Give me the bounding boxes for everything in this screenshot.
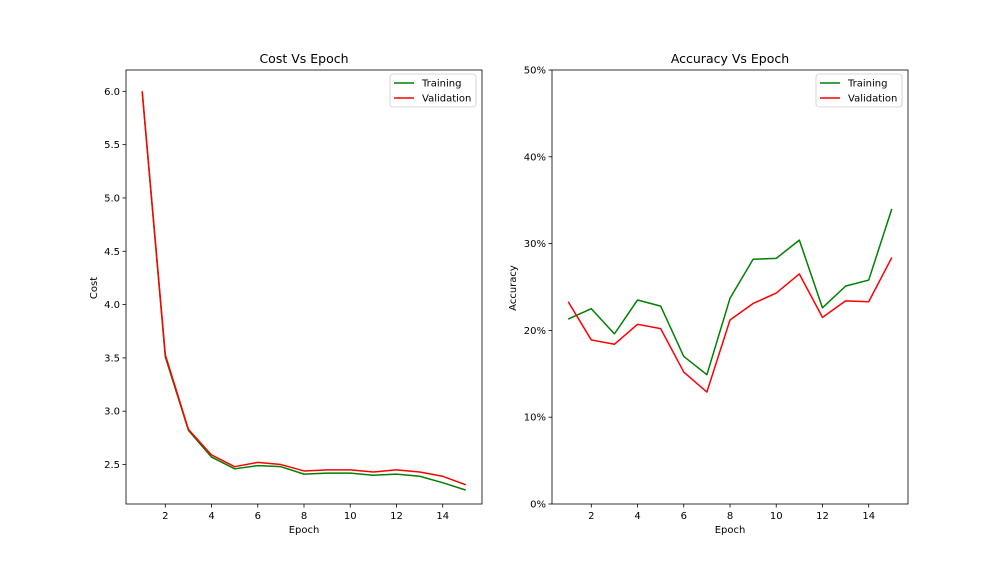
x-tick-label: 14 bbox=[436, 511, 449, 522]
x-tick-label: 10 bbox=[770, 511, 783, 522]
y-tick-label: 3.5 bbox=[104, 353, 120, 364]
series-line-training bbox=[567, 208, 893, 376]
plot-frame bbox=[551, 69, 909, 505]
legend-label-validation: Validation bbox=[422, 94, 471, 105]
x-tick-label: 6 bbox=[681, 511, 687, 522]
legend-label-validation: Validation bbox=[848, 94, 897, 105]
x-axis-label: Epoch bbox=[715, 525, 746, 536]
y-tick-label: 40% bbox=[524, 152, 546, 163]
series-line-validation bbox=[567, 257, 893, 393]
y-tick-label: 4.0 bbox=[104, 300, 120, 311]
y-tick-label: 5.0 bbox=[104, 193, 120, 204]
x-axis-label: Epoch bbox=[289, 525, 320, 536]
x-tick-label: 12 bbox=[816, 511, 829, 522]
legend-label-training: Training bbox=[847, 79, 887, 90]
x-tick-label: 8 bbox=[727, 511, 733, 522]
x-tick-label: 12 bbox=[390, 511, 403, 522]
y-axis-label: Cost bbox=[89, 277, 100, 299]
series-layer bbox=[141, 91, 467, 491]
y-tick-label: 3.0 bbox=[104, 407, 120, 418]
y-tick-label: 0% bbox=[530, 500, 546, 511]
series-line-validation bbox=[141, 91, 467, 486]
legend: Training Validation bbox=[815, 73, 903, 108]
series-line-training bbox=[141, 91, 467, 491]
x-tick-label: 8 bbox=[301, 511, 307, 522]
y-tick-label: 20% bbox=[524, 326, 546, 337]
legend: Training Validation bbox=[389, 73, 477, 108]
y-tick-label: 30% bbox=[524, 239, 546, 250]
y-axis-label: Accuracy bbox=[508, 265, 519, 311]
y-tick-label: 2.5 bbox=[104, 460, 120, 471]
y-tick-label: 50% bbox=[524, 66, 546, 77]
y-tick-label: 4.5 bbox=[104, 247, 120, 258]
x-tick-label: 6 bbox=[255, 511, 261, 522]
x-tick-label: 2 bbox=[162, 511, 168, 522]
legend-label-training: Training bbox=[421, 79, 461, 90]
x-tick-label: 14 bbox=[862, 511, 875, 522]
x-tick-label: 10 bbox=[344, 511, 357, 522]
series-layer bbox=[567, 208, 893, 393]
ticks-layer: 2 4 6 8 10 12 14 2.5 3.0 3.5 4.0 4.5 5.0 5.5 6.0 bbox=[104, 87, 449, 522]
y-tick-label: 10% bbox=[524, 413, 546, 424]
chart-title: Accuracy Vs Epoch bbox=[671, 51, 789, 66]
x-tick-label: 4 bbox=[634, 511, 640, 522]
x-tick-label: 4 bbox=[208, 511, 214, 522]
chart-title: Cost Vs Epoch bbox=[259, 51, 348, 66]
cost-chart: Cost Vs Epoch Epoch Cost 2 4 6 8 10 12 14 2.5 3.… bbox=[89, 51, 483, 536]
plot-frame bbox=[125, 69, 483, 505]
y-tick-label: 5.5 bbox=[104, 140, 120, 151]
x-tick-label: 2 bbox=[588, 511, 594, 522]
ticks-layer: 2 4 6 8 10 12 14 0% 10% 20% 30% 40% 50% bbox=[524, 66, 875, 523]
y-tick-label: 6.0 bbox=[104, 87, 120, 98]
accuracy-chart: Accuracy Vs Epoch Epoch Accuracy 2 4 6 8 10 1… bbox=[508, 51, 909, 536]
